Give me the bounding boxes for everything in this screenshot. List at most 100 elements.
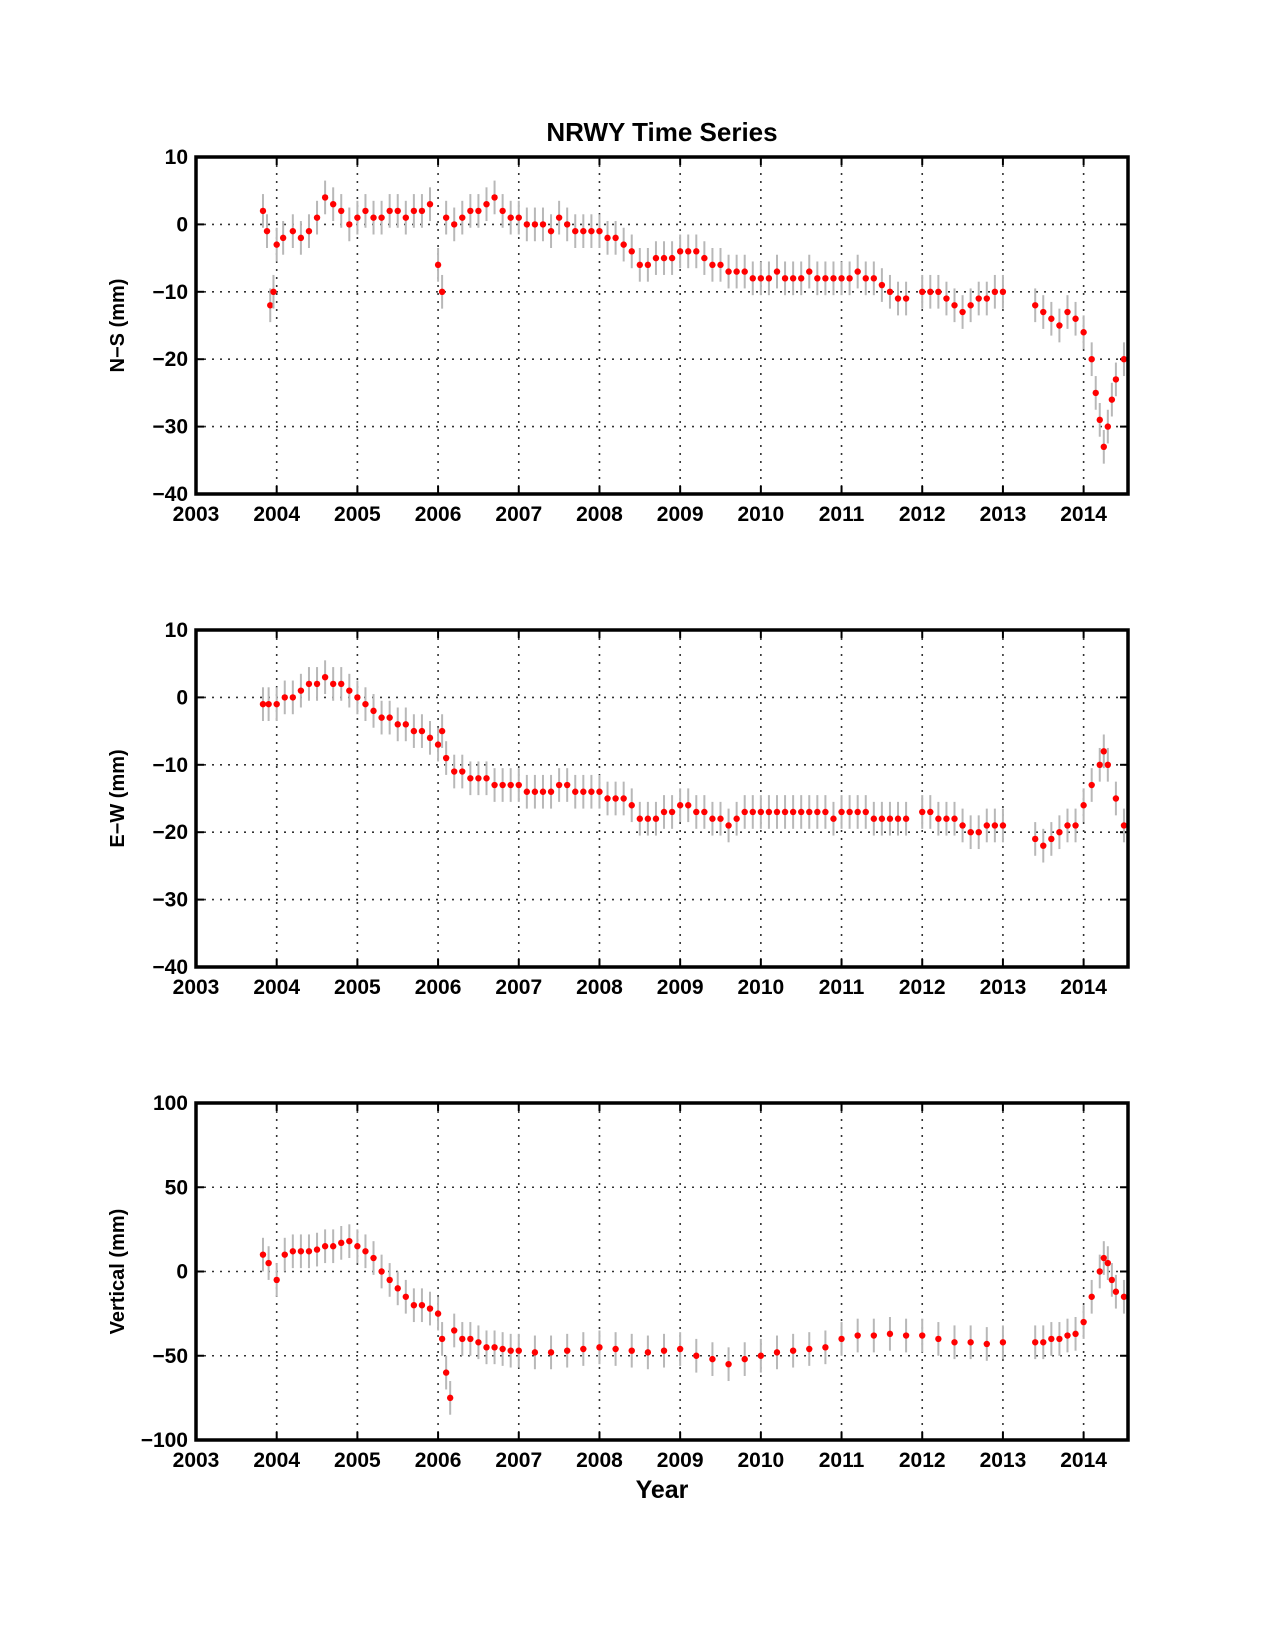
chart-2-data-point bbox=[491, 781, 498, 789]
chart-3-x-tick-label: 2003 bbox=[173, 1449, 220, 1472]
chart-3-data-point bbox=[354, 1243, 361, 1250]
chart-2-axes-frame bbox=[194, 628, 1130, 969]
chart-2-data-point bbox=[1088, 781, 1095, 789]
chart-1-data-point bbox=[983, 295, 990, 302]
chart-3-data-point bbox=[378, 1268, 385, 1275]
chart-1-data-point bbox=[483, 200, 490, 208]
chart-1-data-point bbox=[459, 214, 466, 221]
chart-2-data-point bbox=[531, 788, 539, 795]
chart-1-data-point bbox=[660, 254, 668, 262]
chart-1-data-point bbox=[313, 214, 321, 221]
chart-2-data-point bbox=[902, 815, 910, 822]
chart-1-data-point bbox=[394, 207, 401, 215]
chart-1-y-tick-label: 0 bbox=[176, 213, 188, 236]
chart-3-data-point bbox=[757, 1352, 765, 1359]
chart-1-data-point bbox=[878, 281, 886, 289]
chart-2-data-point bbox=[935, 815, 942, 822]
chart-2-data-point bbox=[596, 788, 603, 795]
chart-3-data-point bbox=[362, 1248, 369, 1255]
chart-3-data-point bbox=[644, 1349, 652, 1356]
chart-2-x-tick-label: 2014 bbox=[1060, 976, 1107, 999]
chart-2-data-point bbox=[685, 802, 692, 809]
chart-3-x-tick-label: 2009 bbox=[657, 1449, 704, 1472]
chart-1-data-point bbox=[886, 288, 894, 295]
chart-3-y-tick-label: 50 bbox=[165, 1176, 188, 1199]
chart-3-data-point bbox=[870, 1332, 878, 1339]
chart-2-data-point bbox=[693, 808, 700, 816]
chart-3-data-point bbox=[265, 1259, 272, 1267]
chart-2-data-point bbox=[757, 808, 765, 816]
chart-2-x-tick-label: 2004 bbox=[253, 976, 300, 999]
chart-1-data-point bbox=[434, 261, 442, 269]
chart-1-x-tick-label: 2011 bbox=[819, 503, 865, 526]
chart-2-data-point bbox=[709, 815, 716, 822]
chart-2-data-point bbox=[370, 707, 377, 715]
chart-1-data-point bbox=[588, 227, 595, 235]
chart-2-y-tick-label: −10 bbox=[152, 754, 188, 777]
chart-2-data-point bbox=[289, 694, 297, 701]
chart-1-data-point bbox=[378, 214, 385, 221]
chart-2-data-point bbox=[773, 808, 781, 816]
chart-2-data-point bbox=[523, 788, 531, 795]
chart-1-axes-frame bbox=[194, 155, 1130, 496]
chart-2-data-point bbox=[660, 808, 668, 816]
chart-3-data-point bbox=[451, 1327, 458, 1334]
chart-1-data-point bbox=[523, 221, 531, 228]
chart-2-data-point bbox=[321, 673, 329, 681]
chart-2-data-point bbox=[628, 802, 635, 809]
chart-3-data-point bbox=[580, 1345, 587, 1353]
chart-3-data-point bbox=[346, 1237, 353, 1245]
chart-3-data-point bbox=[951, 1339, 958, 1346]
chart-2-data-point bbox=[870, 815, 878, 822]
chart-1-data-point bbox=[999, 288, 1007, 295]
chart-2-data-point bbox=[862, 808, 869, 816]
chart-2-data-point bbox=[338, 680, 345, 688]
chart-2-data-point bbox=[329, 680, 337, 688]
chart-1-data-point bbox=[370, 214, 377, 221]
chart-2-data-point bbox=[265, 700, 272, 708]
chart-2-data-point bbox=[676, 802, 684, 809]
chart-2-data-point bbox=[1040, 842, 1047, 849]
chart-1-data-point bbox=[596, 227, 603, 235]
chart-1-data-point bbox=[991, 288, 999, 295]
chart-3-data-point bbox=[563, 1347, 571, 1354]
chart-1-data-point bbox=[693, 248, 700, 255]
chart-1-y-axis-label: N−S (mm) bbox=[107, 279, 129, 373]
chart-2-data-point bbox=[927, 808, 934, 816]
chart-1-data-point bbox=[806, 268, 813, 275]
chart-1-data-point bbox=[789, 275, 797, 282]
chart-3-data-point bbox=[1100, 1254, 1107, 1262]
chart-1-data-point bbox=[305, 227, 313, 235]
chart-1-data-point bbox=[321, 194, 329, 201]
chart-2-data-point bbox=[378, 714, 385, 721]
chart-2-data-point bbox=[434, 741, 442, 748]
chart-2-data-point bbox=[806, 808, 813, 816]
chart-2-data-point bbox=[854, 808, 861, 816]
chart-2-data-point bbox=[797, 808, 805, 816]
chart-1-data-point bbox=[604, 234, 611, 242]
chart-1-data-point bbox=[442, 214, 450, 221]
chart-1-data-point bbox=[531, 221, 539, 228]
chart-3-x-tick-label: 2010 bbox=[737, 1449, 784, 1472]
chart-3-data-point bbox=[426, 1305, 434, 1312]
chart-3-data-point bbox=[596, 1344, 603, 1351]
chart-3-data-point bbox=[289, 1248, 297, 1255]
chart-2-data-point bbox=[991, 822, 999, 829]
chart-2-x-tick-label: 2011 bbox=[819, 976, 865, 999]
chart-2-data-point bbox=[438, 727, 446, 735]
chart-1-data-point bbox=[1088, 356, 1095, 363]
chart-3-data-point bbox=[967, 1339, 974, 1346]
chart-3-data-point bbox=[1104, 1259, 1112, 1267]
chart-2-data-point bbox=[741, 808, 748, 816]
chart-1-data-point bbox=[1112, 376, 1120, 383]
chart-2-data-point bbox=[733, 815, 740, 822]
chart-1-data-point bbox=[572, 227, 579, 235]
chart-2-data-point bbox=[386, 714, 393, 721]
chart-2-data-point bbox=[483, 775, 490, 782]
chart-2-y-axis-label: E−W (mm) bbox=[107, 749, 129, 847]
chart-1-data-point bbox=[709, 261, 716, 269]
chart-1-data-point bbox=[267, 302, 274, 309]
chart-1-data-point bbox=[507, 214, 514, 221]
chart-3-data-point bbox=[507, 1347, 514, 1354]
chart-2-data-point bbox=[1100, 748, 1107, 755]
